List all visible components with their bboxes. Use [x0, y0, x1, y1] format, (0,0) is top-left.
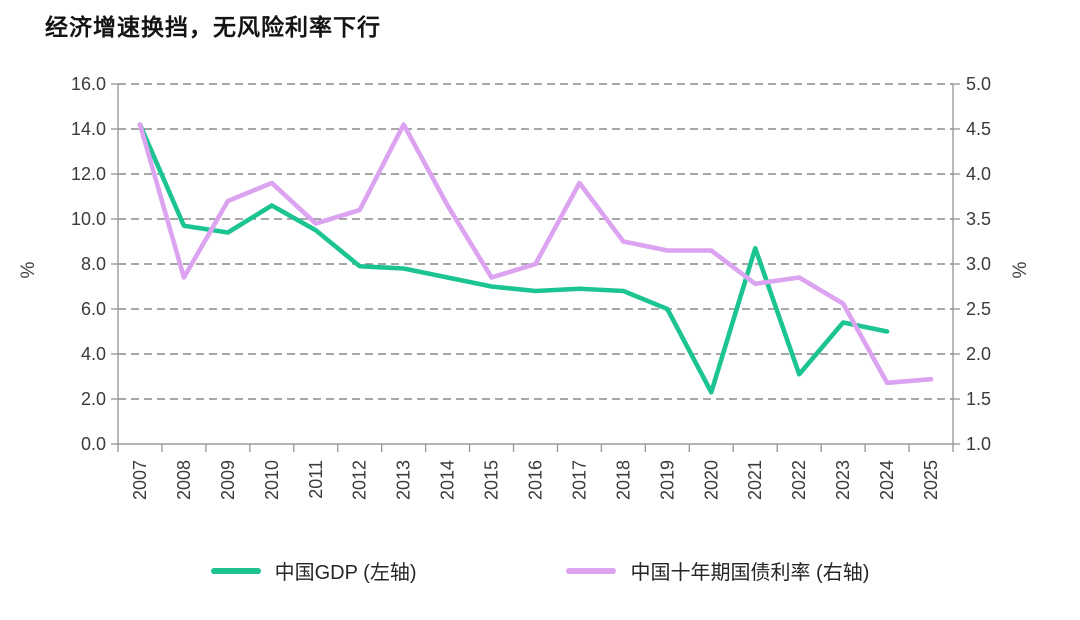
x-axis-year-label: 2010 [262, 460, 282, 500]
x-axis-year-label: 2018 [613, 460, 633, 500]
left-axis-tick-label: 10.0 [71, 209, 106, 229]
left-axis-tick-label: 14.0 [71, 119, 106, 139]
right-axis-tick-label: 2.5 [966, 299, 991, 319]
left-axis-tick-label: 8.0 [81, 254, 106, 274]
x-axis-year-label: 2017 [569, 460, 589, 500]
left-axis-tick-label: 4.0 [81, 344, 106, 364]
chart-title: 经济增速换挡，无风险利率下行 [45, 14, 381, 41]
left-axis-tick-label: 16.0 [71, 74, 106, 94]
x-axis-year-label: 2019 [657, 460, 677, 500]
x-axis-year-label: 2008 [174, 460, 194, 500]
x-axis-year-label: 2022 [789, 460, 809, 500]
x-axis-year-label: 2025 [921, 460, 941, 500]
left-axis-unit-label: % [18, 261, 39, 278]
chart-legend: 中国GDP (左轴) 中国十年期国债利率 (右轴) [0, 556, 1080, 585]
x-axis-year-label: 2007 [130, 460, 150, 500]
x-axis-year-label: 2009 [218, 460, 238, 500]
left-axis-tick-label: 2.0 [81, 389, 106, 409]
right-axis-tick-label: 3.5 [966, 209, 991, 229]
right-axis-tick-label: 4.5 [966, 119, 991, 139]
right-axis-tick-label: 2.0 [966, 344, 991, 364]
x-axis-year-label: 2014 [438, 460, 458, 500]
x-axis-year-label: 2012 [350, 460, 370, 500]
bond-line-swatch [566, 567, 617, 574]
left-axis-tick-label: 0.0 [81, 434, 106, 454]
legend-label-bond: 中国十年期国债利率 (右轴) [630, 562, 870, 584]
right-axis-tick-label: 4.0 [966, 164, 991, 184]
left-axis-tick-label: 12.0 [71, 164, 106, 184]
x-axis-year-label: 2023 [833, 460, 853, 500]
legend-label-gdp: 中国GDP (左轴) [274, 562, 417, 584]
right-axis-tick-label: 5.0 [966, 74, 991, 94]
right-axis-tick-label: 3.0 [966, 254, 991, 274]
x-axis-year-label: 2021 [745, 460, 765, 500]
x-axis-year-label: 2013 [394, 460, 414, 500]
right-axis-unit-label: % [1010, 261, 1031, 278]
x-axis-year-label: 2015 [482, 460, 502, 500]
x-axis-year-label: 2011 [306, 460, 326, 499]
x-axis-year-label: 2020 [701, 460, 721, 500]
x-axis-year-label: 2024 [877, 460, 897, 500]
right-axis-tick-label: 1.5 [966, 389, 991, 409]
legend-item-gdp: 中国GDP (左轴) [210, 556, 417, 585]
x-axis-year-label: 2016 [526, 460, 546, 500]
gdp-line [137, 122, 890, 395]
right-axis-tick-label: 1.0 [966, 434, 991, 454]
gdp-line-swatch [210, 567, 261, 574]
left-axis-tick-label: 6.0 [81, 299, 106, 319]
legend-item-bond: 中国十年期国债利率 (右轴) [566, 556, 869, 585]
bond-yield-line [137, 122, 934, 386]
